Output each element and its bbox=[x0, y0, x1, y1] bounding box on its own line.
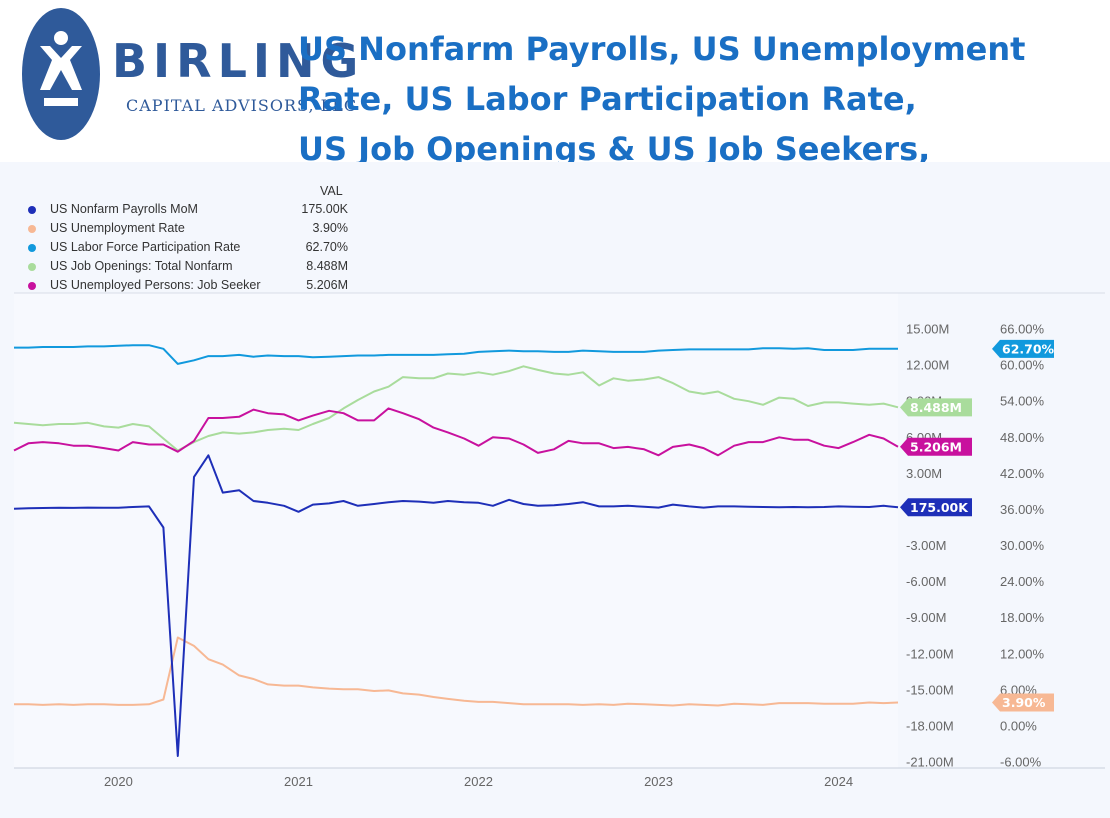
legend-item-name: US Unemployment Rate bbox=[50, 221, 185, 235]
legend-item[interactable]: US Unemployed Persons: Job Seeker 5.206M bbox=[28, 278, 358, 296]
legend-dot bbox=[28, 244, 36, 252]
y-right-tick-label: 18.00% bbox=[1000, 610, 1045, 625]
series-end-tag: 8.488M bbox=[900, 398, 972, 417]
series-end-tag-label: 175.00K bbox=[910, 500, 969, 515]
y-left-tick-label: -3.00M bbox=[906, 538, 946, 553]
series-line bbox=[14, 636, 899, 707]
series-end-tag-shape bbox=[992, 693, 1054, 712]
legend-item-value: 3.90% bbox=[312, 221, 348, 235]
legend-item-value: 5.206M bbox=[306, 278, 348, 292]
series-end-tag: 175.00K bbox=[900, 498, 972, 517]
legend-item[interactable]: US Unemployment Rate 3.90% bbox=[28, 221, 358, 239]
legend-item-value: 175.00K bbox=[301, 202, 348, 216]
plot-background bbox=[14, 293, 898, 768]
y-right-tick-label: 42.00% bbox=[1000, 466, 1045, 481]
series-end-tag-shape bbox=[900, 398, 972, 417]
y-right-tick-label: 54.00% bbox=[1000, 394, 1045, 409]
legend-item-name: US Job Openings: Total Nonfarm bbox=[50, 259, 233, 273]
x-tick-label: 2024 bbox=[824, 774, 853, 789]
legend-dot bbox=[28, 282, 36, 290]
x-tick-label: 2022 bbox=[464, 774, 493, 789]
y-left-tick-label: -15.00M bbox=[906, 682, 954, 697]
y-left-tick-label: -9.00M bbox=[906, 610, 946, 625]
series-end-tag-shape bbox=[992, 339, 1054, 358]
y-right-tick-label: 36.00% bbox=[1000, 502, 1045, 517]
x-tick-label: 2023 bbox=[644, 774, 673, 789]
y-left-tick-label: 3.00M bbox=[906, 466, 942, 481]
y-right-tick-label: 12.00% bbox=[1000, 646, 1045, 661]
x-tick-label: 2021 bbox=[284, 774, 313, 789]
y-right-tick-label: 0.00% bbox=[1000, 718, 1037, 733]
page-title: US Nonfarm Payrolls, US Unemployment Rat… bbox=[298, 30, 1026, 168]
series-end-tag-label: 62.70% bbox=[1002, 341, 1055, 356]
legend-item-name: US Nonfarm Payrolls MoM bbox=[50, 202, 198, 216]
series-end-tag-label: 5.206M bbox=[910, 439, 962, 454]
y-left-tick-label: 15.00M bbox=[906, 322, 949, 337]
legend-item[interactable]: US Labor Force Participation Rate 62.70% bbox=[28, 240, 358, 258]
legend-dot bbox=[28, 263, 36, 271]
x-tick-label: 2020 bbox=[104, 774, 133, 789]
logo-figure-icon bbox=[40, 31, 82, 106]
legend-item-name: US Labor Force Participation Rate bbox=[50, 240, 241, 254]
legend-item-name: US Unemployed Persons: Job Seeker bbox=[50, 278, 261, 292]
y-right-tick-label: 24.00% bbox=[1000, 574, 1045, 589]
logo-subtitle: CAPITAL ADVISORS, LLC bbox=[126, 96, 358, 115]
y-right-tick-label: 66.00% bbox=[1000, 322, 1045, 337]
series-end-tag: 3.90% bbox=[992, 693, 1054, 712]
y-right-tick-label: 30.00% bbox=[1000, 538, 1045, 553]
series-end-tag: 62.70% bbox=[992, 339, 1055, 358]
series-end-tag: 5.206M bbox=[900, 437, 972, 456]
series-end-tag-shape bbox=[900, 437, 972, 456]
y-left-tick-label: -18.00M bbox=[906, 718, 954, 733]
y-right-tick-label: 60.00% bbox=[1000, 358, 1045, 373]
y-right-tick-label: 48.00% bbox=[1000, 430, 1045, 445]
series-line bbox=[13, 407, 899, 457]
series-line bbox=[13, 454, 899, 757]
series-line bbox=[14, 344, 898, 365]
y-left-tick-label: -21.00M bbox=[906, 755, 954, 770]
logo bbox=[22, 8, 100, 140]
series-line bbox=[13, 365, 899, 452]
legend-dot bbox=[28, 225, 36, 233]
legend-item[interactable]: US Nonfarm Payrolls MoM 175.00K bbox=[28, 202, 358, 220]
series-end-tag-label: 3.90% bbox=[1002, 695, 1046, 710]
logo-name: BIRLING bbox=[112, 34, 365, 88]
legend-dot bbox=[28, 206, 36, 214]
legend-item[interactable]: US Job Openings: Total Nonfarm 8.488M bbox=[28, 259, 358, 277]
legend-value-header: VAL bbox=[320, 184, 343, 198]
header: BIRLING CAPITAL ADVISORS, LLC US Nonfarm… bbox=[0, 0, 1110, 168]
y-left-tick-label: -6.00M bbox=[906, 574, 946, 589]
y-right-tick-label: -6.00% bbox=[1000, 755, 1042, 770]
series-end-tag-label: 8.488M bbox=[910, 400, 962, 415]
y-left-tick-label: -12.00M bbox=[906, 646, 954, 661]
legend-item-value: 62.70% bbox=[305, 240, 348, 254]
series-end-tag-shape bbox=[900, 498, 972, 517]
legend-item-value: 8.488M bbox=[306, 259, 348, 273]
y-left-tick-label: 12.00M bbox=[906, 358, 949, 373]
